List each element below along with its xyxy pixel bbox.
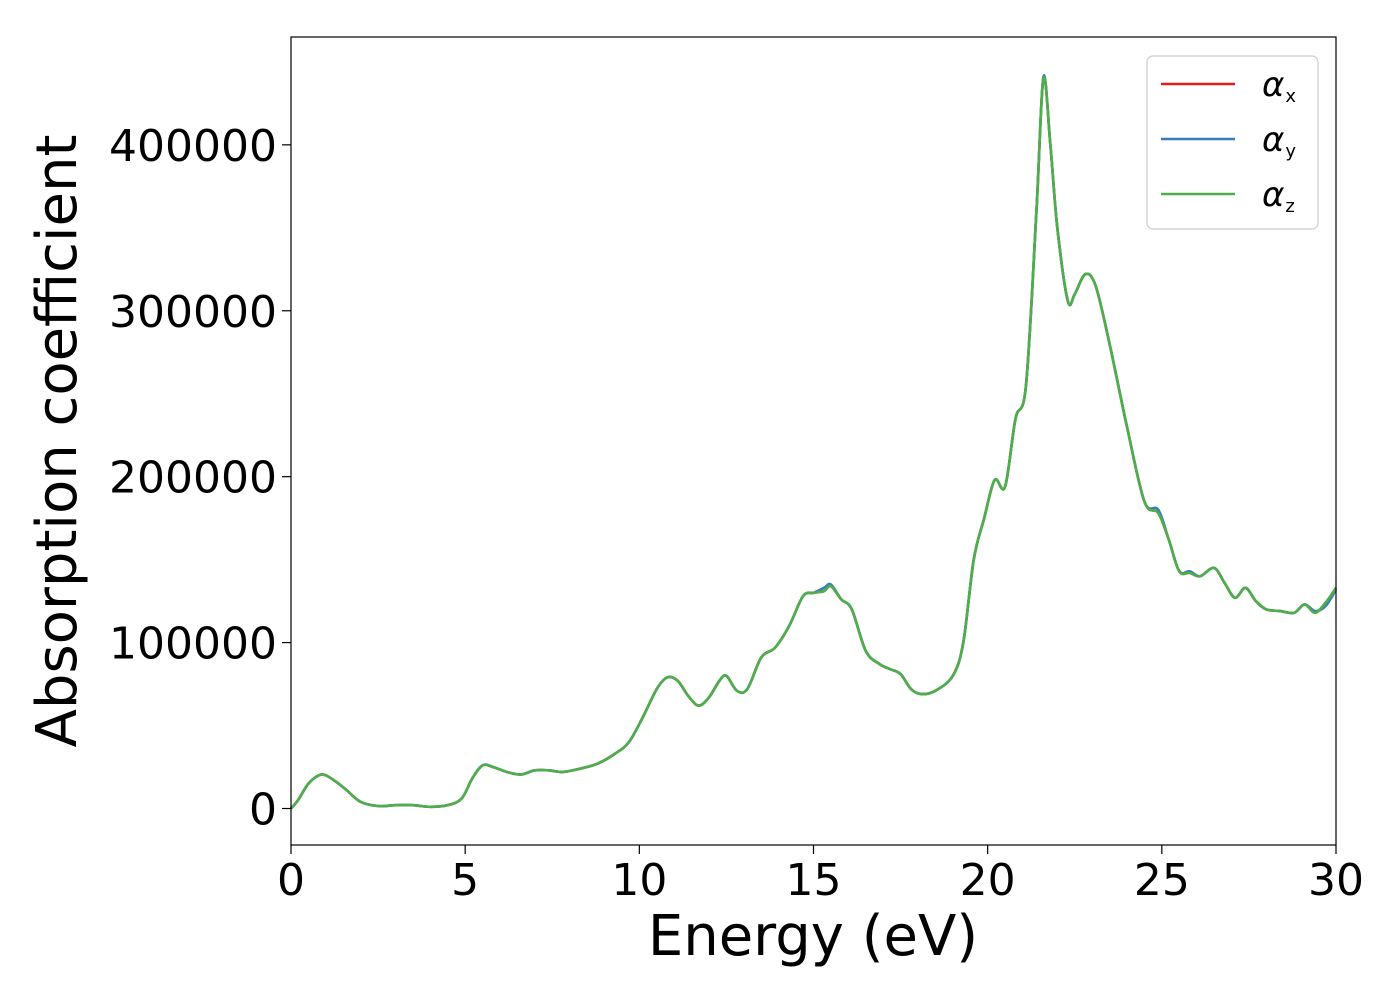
y-axis-title: Absorption coefficient bbox=[25, 135, 90, 748]
x-tick-label: 25 bbox=[1134, 855, 1190, 906]
y-tick-label: 0 bbox=[249, 784, 277, 835]
y-tick-label: 200000 bbox=[109, 453, 277, 504]
x-tick-label: 30 bbox=[1308, 855, 1364, 906]
x-axis-title: Energy (eV) bbox=[648, 904, 978, 969]
y-tick-label: 100000 bbox=[109, 619, 277, 670]
x-tick-label: 20 bbox=[960, 855, 1016, 906]
x-tick-label: 0 bbox=[277, 855, 305, 906]
y-tick-label: 400000 bbox=[109, 121, 277, 172]
x-tick-label: 15 bbox=[786, 855, 842, 906]
legend: αx αy αz bbox=[1147, 56, 1318, 229]
y-tick-label: 300000 bbox=[109, 287, 277, 338]
x-tick-label: 10 bbox=[611, 855, 667, 906]
x-tick-label: 5 bbox=[451, 855, 479, 906]
